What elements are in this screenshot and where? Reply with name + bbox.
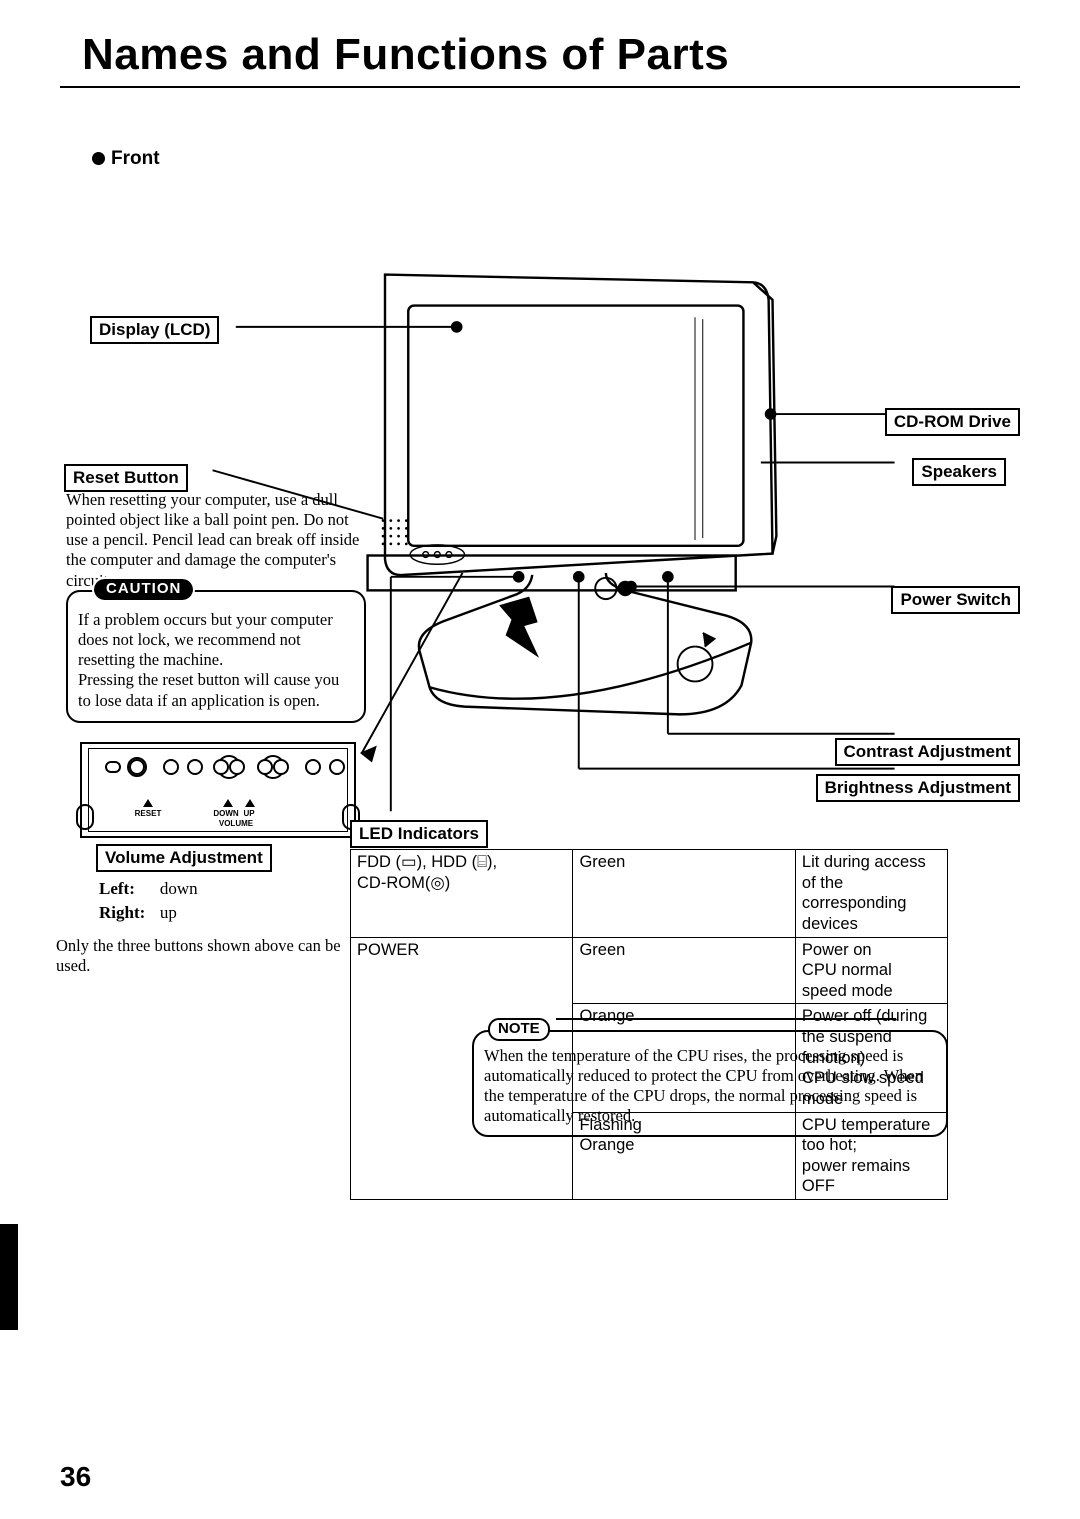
label-volume-adjustment: Volume Adjustment bbox=[96, 844, 272, 872]
table-row: POWER Green Power on CPU normal speed mo… bbox=[351, 937, 948, 1004]
led-cell-color: Green bbox=[573, 850, 795, 938]
section-heading: Front bbox=[92, 148, 1020, 170]
label-reset-button: Reset Button bbox=[64, 464, 188, 492]
caution-pill: CAUTION bbox=[94, 579, 193, 600]
panel-reset-label: RESET bbox=[133, 809, 163, 818]
volume-left-value: down bbox=[159, 878, 199, 900]
panel-volume-label: VOLUME bbox=[211, 819, 261, 828]
table-row: FDD (▭), HDD (⌸), CD-ROM(◎) Green Lit du… bbox=[351, 850, 948, 938]
bullet-icon bbox=[92, 152, 105, 165]
page-title: Names and Functions of Parts bbox=[82, 30, 1020, 80]
label-speakers: Speakers bbox=[912, 458, 1006, 486]
manual-page: Names and Functions of Parts Front bbox=[0, 0, 1080, 1519]
note-box: NOTE When the temperature of the CPU ris… bbox=[472, 1030, 948, 1137]
volume-adjustment-block: Volume Adjustment Left:down Right:up Onl… bbox=[96, 844, 356, 976]
control-panel-sketch: RESET DOWN UP VOLUME bbox=[80, 742, 356, 838]
volume-right-label: Right: bbox=[98, 902, 157, 924]
diagram-area: Display (LCD) CD-ROM Drive Speakers Powe… bbox=[60, 230, 1020, 850]
label-brightness-adjustment: Brightness Adjustment bbox=[816, 774, 1020, 802]
label-led-indicators: LED Indicators bbox=[350, 820, 488, 848]
note-pill: NOTE bbox=[488, 1018, 550, 1041]
caution-body: If a problem occurs but your computer do… bbox=[78, 610, 354, 711]
reset-description: When resetting your computer, use a dull… bbox=[66, 490, 362, 591]
title-rule bbox=[60, 86, 1020, 88]
page-edge-tab bbox=[0, 1224, 18, 1330]
panel-up-label: UP bbox=[239, 809, 259, 818]
label-power-switch: Power Switch bbox=[891, 586, 1020, 614]
note-body: When the temperature of the CPU rises, t… bbox=[484, 1046, 936, 1127]
led-cell-color: Green bbox=[573, 937, 795, 1004]
volume-left-label: Left: bbox=[98, 878, 157, 900]
page-number: 36 bbox=[60, 1461, 91, 1493]
led-cell-meaning: Power on CPU normal speed mode bbox=[795, 937, 947, 1004]
label-display-lcd: Display (LCD) bbox=[90, 316, 219, 344]
led-cell-device: FDD (▭), HDD (⌸), CD-ROM(◎) bbox=[351, 850, 573, 938]
volume-note: Only the three buttons shown above can b… bbox=[56, 936, 356, 976]
led-indicators-table: FDD (▭), HDD (⌸), CD-ROM(◎) Green Lit du… bbox=[350, 849, 948, 1200]
label-contrast-adjustment: Contrast Adjustment bbox=[835, 738, 1021, 766]
volume-table: Left:down Right:up bbox=[96, 876, 201, 926]
caution-box: CAUTION If a problem occurs but your com… bbox=[66, 590, 366, 723]
panel-down-label: DOWN bbox=[211, 809, 241, 818]
section-heading-text: Front bbox=[111, 148, 160, 169]
led-cell-meaning: Lit during access of the corresponding d… bbox=[795, 850, 947, 938]
label-cd-rom-drive: CD-ROM Drive bbox=[885, 408, 1020, 436]
note-leader-line bbox=[556, 1018, 896, 1020]
volume-right-value: up bbox=[159, 902, 199, 924]
